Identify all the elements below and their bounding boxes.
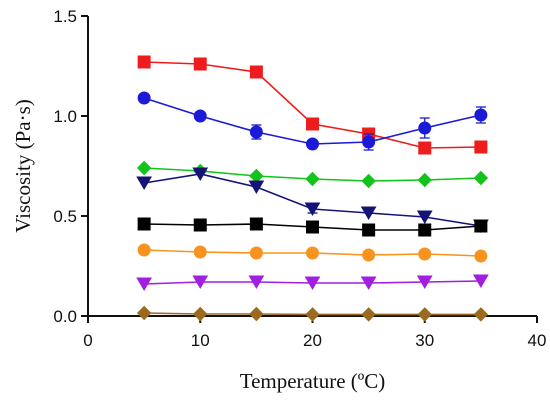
- data-point-marker: [136, 160, 152, 176]
- data-point-marker: [417, 172, 432, 188]
- series-line: [144, 61, 481, 149]
- data-point-marker: [306, 137, 319, 151]
- series-8: [136, 305, 489, 322]
- data-point-marker: [137, 91, 151, 105]
- data-point-marker: [136, 176, 152, 190]
- data-point-marker: [249, 125, 263, 139]
- data-point-marker: [192, 167, 209, 181]
- data-point-marker: [474, 249, 488, 263]
- data-point-marker: [193, 109, 207, 123]
- x-axis-title: Temperature (ºC): [240, 369, 386, 393]
- data-point-marker: [418, 223, 432, 237]
- y-axis-ticks: 0.0 0.5 1.0 1.5: [53, 7, 88, 326]
- data-point-marker: [193, 306, 208, 322]
- data-point-marker: [305, 171, 320, 187]
- data-point-marker: [474, 140, 488, 154]
- data-series: [136, 55, 489, 322]
- x-tick-label: 40: [528, 331, 547, 350]
- data-point-marker: [249, 306, 264, 322]
- data-point-marker: [305, 307, 320, 322]
- data-point-marker: [193, 245, 207, 259]
- axes: 0.0 0.5 1.0 1.5 0 10 20 30 40: [53, 7, 546, 350]
- data-point-marker: [137, 55, 151, 69]
- data-point-marker: [304, 276, 321, 290]
- x-tick-label: 30: [415, 331, 434, 350]
- x-tick-label: 0: [83, 331, 92, 350]
- y-tick-label: 1.5: [53, 7, 77, 26]
- data-point-marker: [361, 307, 376, 322]
- data-point-marker: [136, 277, 152, 291]
- y-tick-label: 0.0: [53, 307, 77, 326]
- x-tick-label: 20: [303, 331, 322, 350]
- data-point-marker: [193, 218, 207, 232]
- data-point-marker: [474, 108, 488, 122]
- data-point-marker: [362, 135, 376, 149]
- data-point-marker: [362, 248, 376, 262]
- series-6: [137, 243, 488, 263]
- series-3: [136, 160, 489, 189]
- data-point-marker: [137, 243, 151, 257]
- data-point-marker: [361, 173, 376, 189]
- series-7: [136, 274, 489, 291]
- y-tick-label: 1.0: [53, 107, 77, 126]
- data-point-marker: [249, 246, 263, 260]
- data-point-marker: [362, 223, 376, 237]
- data-point-marker: [248, 275, 265, 289]
- y-tick-label: 0.5: [53, 207, 77, 226]
- data-point-marker: [416, 210, 433, 224]
- data-point-marker: [304, 202, 321, 216]
- data-point-marker: [360, 276, 377, 290]
- data-point-marker: [306, 117, 319, 131]
- y-axis-title: Viscosity (Pa·s): [11, 99, 35, 232]
- data-point-marker: [418, 121, 432, 135]
- data-point-marker: [473, 170, 489, 186]
- data-point-marker: [360, 206, 377, 220]
- data-point-marker: [248, 180, 265, 194]
- x-tick-label: 10: [191, 331, 210, 350]
- data-point-marker: [249, 217, 263, 231]
- data-point-marker: [249, 65, 263, 79]
- data-point-marker: [137, 217, 151, 231]
- data-point-marker: [473, 307, 489, 322]
- x-axis-ticks: 0 10 20 30 40: [83, 316, 546, 350]
- data-point-marker: [417, 307, 432, 322]
- data-point-marker: [192, 275, 209, 289]
- series-1: [137, 55, 488, 155]
- data-point-marker: [418, 141, 432, 155]
- data-point-marker: [418, 247, 432, 261]
- data-point-marker: [136, 305, 152, 321]
- data-point-marker: [473, 274, 489, 288]
- data-point-marker: [474, 219, 488, 233]
- series-2: [137, 91, 488, 151]
- data-point-marker: [306, 246, 319, 260]
- data-point-marker: [306, 220, 319, 234]
- data-point-marker: [193, 57, 207, 71]
- series-5: [137, 217, 488, 237]
- data-point-marker: [416, 275, 433, 289]
